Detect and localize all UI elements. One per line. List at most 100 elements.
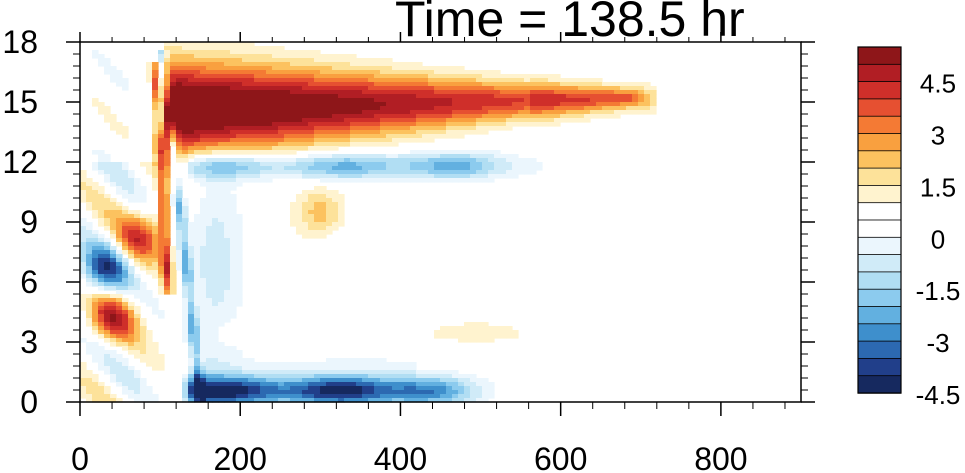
heatmap-cell <box>212 58 219 63</box>
heatmap-cell <box>230 78 237 83</box>
heatmap-cell <box>200 286 207 291</box>
heatmap-cell <box>332 142 339 147</box>
heatmap-cell <box>482 82 489 87</box>
heatmap-cell <box>314 142 321 147</box>
heatmap-cell <box>164 174 171 179</box>
heatmap-cell <box>260 90 267 95</box>
heatmap-cell <box>242 82 249 87</box>
heatmap-cell <box>242 122 249 127</box>
heatmap-cell <box>338 222 345 227</box>
heatmap-cell <box>188 42 195 47</box>
colorbar-swatch <box>857 133 902 152</box>
heatmap-cell <box>356 98 363 103</box>
heatmap-cell <box>236 386 243 391</box>
heatmap-cell <box>212 150 219 155</box>
heatmap-cell <box>236 70 243 75</box>
heatmap-cell <box>92 274 99 279</box>
heatmap-cell <box>422 370 429 375</box>
heatmap-cell <box>560 86 567 91</box>
heatmap-cell <box>122 278 129 283</box>
heatmap-cell <box>236 378 243 383</box>
heatmap-cell <box>224 390 231 395</box>
heatmap-cell <box>158 186 165 191</box>
heatmap-cell <box>314 86 321 91</box>
heatmap-cell <box>206 58 213 63</box>
heatmap-cell <box>146 66 153 71</box>
heatmap-cell <box>392 86 399 91</box>
heatmap-cell <box>320 190 327 195</box>
heatmap-cell <box>80 274 87 279</box>
heatmap-cell <box>194 298 201 303</box>
heatmap-cell <box>188 226 195 231</box>
heatmap-cell <box>212 178 219 183</box>
heatmap-cell <box>278 134 285 139</box>
heatmap-cell <box>188 354 195 359</box>
heatmap-cell <box>338 366 345 371</box>
heatmap-cell <box>572 98 579 103</box>
heatmap-cell <box>296 162 303 167</box>
heatmap-cell <box>410 62 417 67</box>
heatmap-cell <box>236 66 243 71</box>
heatmap-cell <box>248 150 255 155</box>
heatmap-cell <box>320 174 327 179</box>
heatmap-cell <box>194 90 201 95</box>
heatmap-cell <box>140 294 147 299</box>
heatmap-cell <box>398 362 405 367</box>
heatmap-cell <box>458 154 465 159</box>
heatmap-cell <box>428 74 435 79</box>
heatmap-cell <box>122 326 129 331</box>
heatmap-cell <box>128 190 135 195</box>
heatmap-cell <box>470 338 477 343</box>
heatmap-cell <box>302 106 309 111</box>
heatmap-cell <box>314 158 321 163</box>
heatmap-cell <box>368 362 375 367</box>
heatmap-cell <box>350 106 357 111</box>
heatmap-cell <box>110 254 117 259</box>
heatmap-cell <box>140 190 147 195</box>
heatmap-cell <box>602 86 609 91</box>
heatmap-cell <box>482 114 489 119</box>
heatmap-cell <box>386 110 393 115</box>
heatmap-cell <box>212 94 219 99</box>
heatmap-cell <box>254 94 261 99</box>
heatmap-cell <box>338 398 345 403</box>
heatmap-cell <box>452 90 459 95</box>
heatmap-cell <box>536 90 543 95</box>
heatmap-cell <box>218 66 225 71</box>
heatmap-cell <box>98 234 105 239</box>
heatmap-cell <box>518 74 525 79</box>
heatmap-cell <box>200 274 207 279</box>
heatmap-cell <box>296 374 303 379</box>
heatmap-cell <box>182 158 189 163</box>
heatmap-cell <box>194 146 201 151</box>
heatmap-cell <box>458 106 465 111</box>
heatmap-cell <box>296 58 303 63</box>
heatmap-cell <box>518 166 525 171</box>
heatmap-cell <box>86 370 93 375</box>
heatmap-cell <box>248 394 255 399</box>
heatmap-cell <box>98 274 105 279</box>
heatmap-cell <box>176 54 183 59</box>
heatmap-cell <box>536 86 543 91</box>
heatmap-cell <box>368 110 375 115</box>
heatmap-cell <box>140 186 147 191</box>
heatmap-cell <box>212 234 219 239</box>
heatmap-cell <box>428 70 435 75</box>
heatmap-cell <box>296 74 303 79</box>
heatmap-cell <box>98 106 105 111</box>
heatmap-cell <box>344 78 351 83</box>
heatmap-cell <box>332 166 339 171</box>
heatmap-cell <box>92 206 99 211</box>
heatmap-cell <box>236 106 243 111</box>
heatmap-cell <box>206 230 213 235</box>
heatmap-cell <box>290 82 297 87</box>
heatmap-cell <box>344 394 351 399</box>
heatmap-cell <box>158 218 165 223</box>
heatmap-cell <box>416 126 423 131</box>
heatmap-cell <box>110 214 117 219</box>
heatmap-cell <box>200 358 207 363</box>
heatmap-cell <box>296 222 303 227</box>
heatmap-cell <box>170 142 177 147</box>
heatmap-cell <box>164 66 171 71</box>
heatmap-cell <box>122 282 129 287</box>
